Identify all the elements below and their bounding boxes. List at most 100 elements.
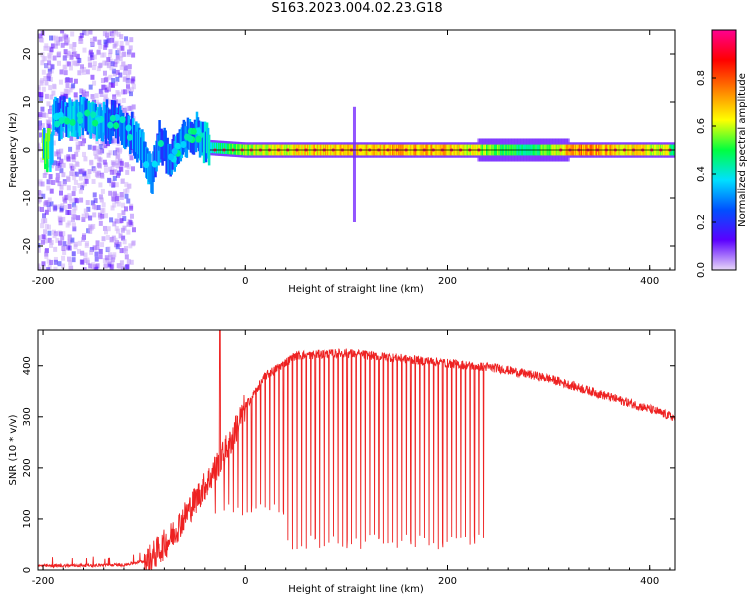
spectrogram-speckle [62,181,67,187]
spectrogram-speckle [49,163,54,169]
spectrogram-speckle [100,173,105,179]
spectrogram-speckle [113,62,118,68]
spectrogram-speckle [102,98,107,104]
spectrogram-speckle [49,35,54,41]
spectrogram-speckle [72,226,77,232]
spectrogram-speckle [108,166,113,172]
spectrogram-y-axis-label: Frequency (Hz) [8,112,19,188]
spectrogram-speckle [41,112,46,118]
spectrogram-speckle [47,264,52,270]
spectrogram-speckle [113,237,118,243]
spectrogram-speckle [119,248,124,254]
spectrogram-speckle [115,228,120,234]
spectrogram-speckle [94,266,99,270]
spectrogram-speckle [90,200,95,206]
spectrogram-speckle [106,57,111,63]
spectrogram-speckle [92,212,97,218]
spectrogram-speckle [57,181,62,187]
spectrogram-speckle [72,202,77,208]
y-tick-label: 400 [22,356,33,375]
spectrogram-speckle [60,203,65,209]
spectrogram-speckle [43,238,48,244]
spectrogram-speckle [91,204,96,210]
spectrogram-ticks: -200 0 200 400 20 10 0 -10 -20 [22,30,675,287]
spectrogram-speckle [94,154,99,160]
spectrogram-speckle [64,194,69,200]
spectrogram-speckle [119,218,124,224]
spectrogram-speckle [129,259,134,265]
x-tick-label: 0 [242,276,248,287]
spectrogram-speckle [131,166,136,172]
spectrogram-blob [143,161,150,169]
spectrogram-speckle [60,30,65,34]
spectrogram-blob [180,140,187,148]
spectrogram-speckle [119,34,124,40]
spectrogram-speckle [124,206,129,212]
colorbar-ticks: 0.0 0.2 0.4 0.6 0.8 [696,70,716,278]
snr-x-axis-label: Height of straight line (km) [288,584,424,595]
spectrogram-speckle [40,106,45,112]
spectrogram-speckle [98,254,103,260]
spectrogram-speckle [87,56,92,62]
spectrogram-speckle [110,61,115,67]
spectrogram-spike [352,106,356,222]
y-tick-label: 0 [22,567,33,573]
spectrogram-speckle [52,55,57,61]
spectrogram-speckle [100,78,105,84]
spectrogram-speckle [74,198,79,204]
spectrogram-speckle [66,156,71,162]
spectrogram-blob [126,133,133,141]
spectrogram-blob [151,160,158,168]
spectrogram-speckle [78,39,83,45]
spectrogram-speckle [73,241,78,247]
spectrogram-speckle [44,248,49,254]
spectrogram-speckle [67,193,72,199]
spectrogram-speckle [85,213,90,219]
spectrogram-blob [57,111,64,119]
spectrogram-speckle [87,62,92,68]
spectrogram-speckle [122,225,127,231]
spectrogram-speckle [121,202,126,208]
snr-line [38,330,675,570]
spectrogram-speckle [46,123,51,129]
spectrogram-speckle [40,60,45,66]
spectrogram-speckle [78,141,83,147]
spectrogram-blob [174,142,181,150]
spectrogram-speckle [57,154,62,160]
spectrogram-speckle [111,68,116,74]
spectrogram-speckle [91,262,96,268]
spectrogram-speckle [120,45,125,51]
spectrogram-speckle [47,52,52,58]
x-tick-label: -200 [32,576,55,587]
spectrogram-blob [92,119,99,127]
spectrogram-speckle [125,264,130,270]
spectrogram-speckle [53,266,58,270]
spectrogram-speckle [98,157,103,163]
spectrogram-speckle [44,209,49,215]
spectrogram-speckle [103,143,108,149]
spectrogram-speckle [91,178,96,184]
spectrogram-speckle [109,260,114,266]
spectrogram-speckle [109,237,114,243]
spectrogram-speckle [79,197,84,203]
spectrogram-speckle [48,50,53,56]
spectrogram-speckle [126,229,131,235]
spectrogram-speckle [107,262,112,268]
colorbar: 0.0 0.2 0.4 0.6 0.8 Normalized spectral ampl… [696,29,748,278]
spectrogram-speckle [59,168,64,174]
spectrogram-speckle [38,146,42,152]
spectrogram-speckle [92,80,97,86]
spectrogram-speckle [92,167,97,173]
spectrogram-speckle [90,55,95,61]
spectrogram-speckle [111,32,116,38]
spectrogram-blob [190,127,197,135]
spectrogram-blob [187,135,193,143]
spectrogram-speckle [93,264,98,270]
spectrogram-speckle [105,235,110,241]
spectrogram-speckle [69,171,74,177]
spectrogram-speckle [67,256,72,262]
spectrogram-speckle [119,192,124,198]
spectrogram-speckle [64,40,69,46]
spectrogram-speckle [51,90,56,96]
